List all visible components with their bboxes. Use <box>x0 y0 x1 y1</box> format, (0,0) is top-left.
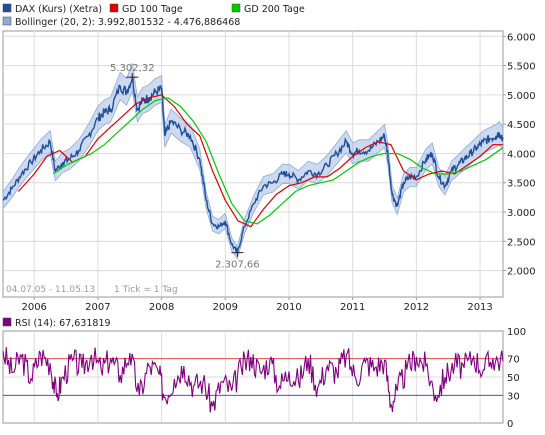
x-tick-label: 2007 <box>85 302 110 313</box>
y-tick-label: 2.000 <box>507 267 536 278</box>
rsi-y-tick-label: 0 <box>507 419 513 430</box>
legend-label-gd-100-tage: GD 100 Tage <box>122 4 183 15</box>
rsi-y-tick-label: 50 <box>507 373 520 384</box>
main-plot-frame <box>2 30 504 298</box>
x-tick-label: 2013 <box>467 302 492 313</box>
legend-label-rsi: RSI (14): 67,631819 <box>15 318 111 329</box>
y-tick-label: 4.000 <box>507 149 536 160</box>
min-annotation: 2.307,66 <box>215 260 260 271</box>
x-tick-label: 2010 <box>276 302 301 313</box>
y-tick-label: 4.500 <box>507 120 536 131</box>
y-tick-label: 5.500 <box>507 62 536 73</box>
date-range-label: 04.07.05 - 11.05.13 <box>6 285 95 295</box>
series-line-gd-200-tage <box>52 97 504 225</box>
x-tick-label: 2012 <box>404 302 429 313</box>
rsi-y-tick-label: 100 <box>507 327 526 338</box>
legend-label-bollinger-20-2-3-992-801532-4-476-886468: Bollinger (20, 2): 3.992,801532 - 4.476,… <box>15 17 240 28</box>
main-grid <box>3 31 503 297</box>
legend-label-gd-200-tage: GD 200 Tage <box>244 4 305 15</box>
legend-swatch-dax-kurs-xetra <box>2 3 12 13</box>
bollinger-band <box>2 63 504 260</box>
y-tick-label: 3.500 <box>507 179 536 190</box>
main-y-axis: 6.000 5.500 5.000 4.500 4.000 3.500 3.000 2.500… <box>503 32 536 278</box>
main-series <box>2 63 504 260</box>
legend-swatch-gd-200-tage <box>231 3 241 13</box>
legend-label-dax-kurs-xetra: DAX (Kurs) (Xetra) <box>15 4 102 15</box>
main-x-axis: 2006 2007 2008 2009 2010 2011 2012 2013 <box>21 297 493 313</box>
legend: DAX (Kurs) (Xetra) GD 100 Tage GD 200 Tage… <box>2 3 305 329</box>
tick-info-label: 1 Tick = 1 Tag <box>114 285 178 295</box>
x-tick-label: 2006 <box>21 302 46 313</box>
rsi-y-axis: 100 70 50 30 0 <box>507 327 526 430</box>
series-line-dax <box>2 76 504 255</box>
legend-swatch-rsi <box>2 317 12 327</box>
rsi-y-tick-label: 70 <box>507 355 520 366</box>
series-line-gd-100-tage <box>17 94 503 228</box>
rsi-y-tick-label: 30 <box>507 391 520 402</box>
x-tick-label: 2008 <box>149 302 174 313</box>
y-tick-label: 3.000 <box>507 208 536 219</box>
y-tick-label: 2.500 <box>507 237 536 248</box>
legend-swatch-gd-100-tage <box>109 3 119 13</box>
y-tick-label: 6.000 <box>507 32 536 43</box>
y-tick-label: 5.000 <box>507 91 536 102</box>
rsi-series <box>2 347 504 413</box>
max-annotation: 5.302,32 <box>110 63 155 74</box>
series-line-rsi <box>2 347 504 413</box>
legend-swatch-bollinger-20-2-3-992-801532-4-476-886468 <box>2 16 12 26</box>
main-annotations: 5.302,32 2.307,66 <box>110 63 260 270</box>
x-tick-label: 2009 <box>213 302 238 313</box>
x-tick-label: 2011 <box>340 302 365 313</box>
